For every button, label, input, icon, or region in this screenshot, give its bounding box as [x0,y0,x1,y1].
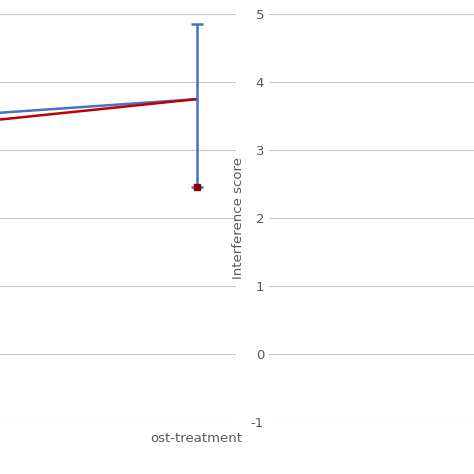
Y-axis label: Interference score: Interference score [232,157,245,279]
